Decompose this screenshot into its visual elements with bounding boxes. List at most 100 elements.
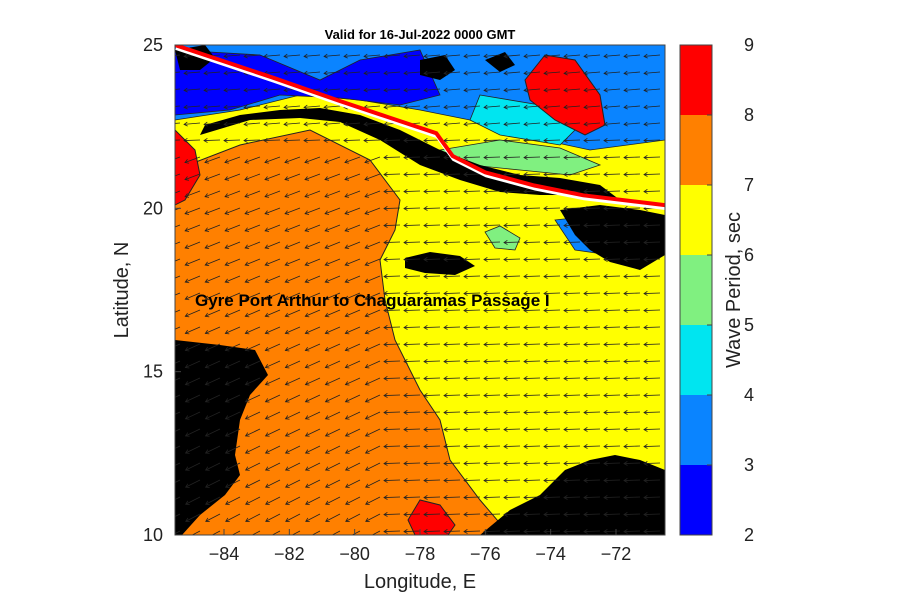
wave-arrow-head bbox=[563, 427, 568, 432]
wave-arrow bbox=[175, 275, 181, 279]
wave-arrow-head bbox=[223, 70, 228, 76]
wave-arrow-head bbox=[204, 312, 210, 318]
wave-arrow-head bbox=[324, 415, 330, 420]
wave-arrow-head bbox=[204, 176, 210, 181]
wave-arrow-head bbox=[184, 466, 190, 471]
wave-arrow bbox=[383, 394, 401, 396]
wave-arrow bbox=[365, 309, 381, 317]
wave-arrow bbox=[443, 445, 461, 447]
wave-arrow-head bbox=[383, 189, 388, 194]
wave-arrow-head bbox=[523, 257, 528, 262]
wave-arrow-head bbox=[483, 240, 488, 245]
wave-arrow-head bbox=[423, 223, 428, 228]
wave-arrow bbox=[304, 241, 321, 249]
wave-arrow bbox=[503, 394, 521, 396]
wave-arrow-head bbox=[305, 500, 310, 505]
wave-arrow bbox=[364, 173, 381, 180]
wave-arrow-head bbox=[443, 359, 448, 364]
wave-arrow-head bbox=[523, 291, 528, 296]
wave-arrow-head bbox=[304, 381, 310, 386]
wave-arrow bbox=[175, 292, 181, 296]
wave-arrow-head bbox=[224, 278, 230, 284]
wave-arrow-head bbox=[603, 410, 608, 415]
wave-arrow-head bbox=[204, 210, 210, 215]
wave-arrow-head bbox=[284, 346, 290, 352]
wave-arrow-head bbox=[543, 291, 548, 296]
wave-arrow-head bbox=[283, 87, 288, 93]
wave-arrow bbox=[443, 479, 461, 481]
wave-arrow-head bbox=[403, 87, 408, 93]
wave-arrow bbox=[563, 173, 581, 175]
wave-arrow bbox=[623, 309, 641, 311]
wave-arrow-head bbox=[443, 512, 448, 517]
wave-arrow bbox=[224, 71, 241, 74]
wave-arrow bbox=[403, 394, 421, 396]
wave-arrow-head bbox=[263, 53, 268, 59]
wave-arrow-head bbox=[164, 54, 168, 58]
wave-arrow-head bbox=[503, 172, 508, 177]
wave-arrow-head bbox=[583, 206, 588, 211]
wave-arrow-head bbox=[443, 206, 448, 211]
wave-arrow-head bbox=[443, 104, 448, 110]
wave-arrow-head bbox=[623, 104, 628, 110]
wave-arrow bbox=[284, 173, 301, 180]
wave-arrow bbox=[344, 88, 361, 91]
wave-arrow bbox=[345, 258, 361, 266]
wave-arrow-head bbox=[523, 410, 528, 415]
wave-arrow bbox=[443, 360, 461, 362]
wave-arrow-head bbox=[503, 70, 508, 76]
wave-arrow-head bbox=[543, 478, 548, 483]
wave-arrow bbox=[563, 326, 581, 328]
wave-arrow bbox=[423, 411, 441, 413]
wave-arrow bbox=[463, 343, 481, 345]
wave-arrow bbox=[384, 54, 401, 57]
wave-arrow bbox=[563, 513, 581, 515]
wave-arrow-head bbox=[324, 227, 330, 232]
wave-arrow-head bbox=[304, 244, 310, 249]
wave-arrow bbox=[583, 156, 601, 158]
wave-arrow-head bbox=[303, 104, 308, 110]
wave-arrow-head bbox=[284, 244, 290, 249]
wave-arrow bbox=[503, 275, 521, 277]
wave-arrow bbox=[543, 530, 561, 532]
wave-arrow bbox=[265, 428, 281, 437]
wave-arrow bbox=[424, 88, 441, 91]
wave-arrow-head bbox=[264, 364, 270, 369]
wave-arrow-head bbox=[543, 87, 548, 93]
wave-arrow bbox=[305, 462, 321, 471]
colorbar-bin bbox=[680, 185, 712, 255]
wave-arrow-head bbox=[263, 104, 268, 110]
wave-arrow-head bbox=[523, 427, 528, 432]
wave-arrow bbox=[563, 139, 581, 141]
wave-arrow bbox=[175, 241, 181, 245]
wave-arrow bbox=[524, 105, 541, 108]
wave-arrow bbox=[443, 275, 461, 277]
wave-arrow bbox=[324, 105, 341, 108]
wave-arrow-head bbox=[603, 274, 608, 279]
wave-arrow-head bbox=[343, 70, 348, 76]
wave-arrow bbox=[284, 190, 301, 198]
wave-arrow-head bbox=[463, 495, 468, 500]
wave-arrow bbox=[245, 411, 261, 420]
wave-arrow-head bbox=[184, 295, 190, 301]
wave-arrow-head bbox=[583, 427, 588, 432]
x-tick-label: −84 bbox=[209, 544, 240, 564]
wave-arrow-head bbox=[423, 495, 428, 500]
wave-arrow-head bbox=[483, 87, 488, 93]
wave-arrow-head bbox=[244, 176, 250, 181]
wave-arrow bbox=[583, 224, 601, 226]
wave-arrow bbox=[344, 241, 361, 249]
wave-arrow-head bbox=[203, 104, 208, 110]
wave-arrow-head bbox=[204, 466, 210, 471]
wave-arrow bbox=[184, 173, 201, 180]
wave-arrow bbox=[364, 54, 381, 57]
wave-arrow bbox=[463, 411, 481, 413]
wave-arrow-head bbox=[183, 53, 188, 59]
wave-arrow-head bbox=[483, 257, 488, 262]
wave-arrow bbox=[305, 428, 321, 437]
wave-arrow-head bbox=[164, 105, 168, 109]
wave-arrow-head bbox=[165, 228, 169, 232]
wave-arrow-head bbox=[165, 381, 169, 385]
wave-arrow-head bbox=[643, 308, 648, 313]
wave-arrow-head bbox=[583, 529, 588, 534]
